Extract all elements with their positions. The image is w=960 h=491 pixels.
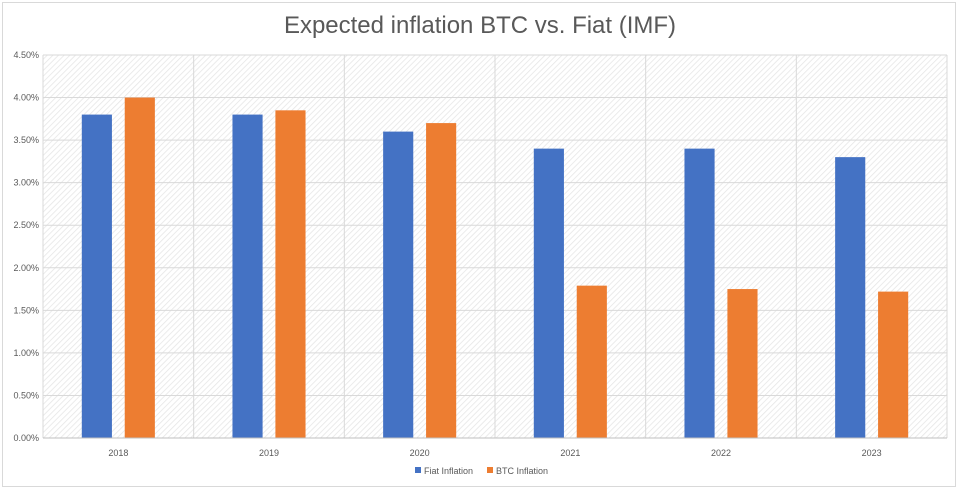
bar-fiat-inflation-2018 <box>81 114 112 439</box>
legend-swatch <box>415 467 421 473</box>
bar-btc-inflation-2018 <box>124 97 155 439</box>
x-tick-label: 2022 <box>711 448 731 458</box>
y-tick-label: 1.00% <box>13 348 39 358</box>
bar-fiat-inflation-2022 <box>684 148 715 438</box>
legend-label: BTC Inflation <box>496 466 548 476</box>
y-tick-label: 4.00% <box>13 93 39 103</box>
bars <box>81 97 909 439</box>
axes: 0.00% 0.50% 1.00% 1.50% 2.00% 2.50% 3.00% 3.50%… <box>13 50 947 458</box>
y-tick-label: 3.50% <box>13 135 39 145</box>
x-tick-label: 2023 <box>862 448 882 458</box>
y-tick-label: 1.50% <box>13 305 39 315</box>
bar-fiat-inflation-2023 <box>835 157 866 438</box>
chart-title: Expected inflation BTC vs. Fiat (IMF) <box>283 12 677 39</box>
y-tick-label: 0.50% <box>13 390 39 400</box>
bar-fiat-inflation-2019 <box>232 114 263 439</box>
x-tick-label: 2019 <box>259 448 279 458</box>
bar-btc-inflation-2019 <box>275 110 306 439</box>
bar-fiat-inflation-2021 <box>533 148 564 438</box>
bar-btc-inflation-2023 <box>878 291 909 438</box>
x-tick-label: 2021 <box>560 448 580 458</box>
bar-btc-inflation-2021 <box>576 285 607 438</box>
x-tick-label: 2020 <box>410 448 430 458</box>
bar-btc-inflation-2022 <box>727 289 758 438</box>
bar-fiat-inflation-2020 <box>383 131 414 438</box>
legend-label: Fiat Inflation <box>424 466 473 476</box>
bar-btc-inflation-2020 <box>426 123 457 438</box>
x-tick-label: 2018 <box>108 448 128 458</box>
y-tick-label: 2.50% <box>13 220 39 230</box>
y-tick-label: 2.00% <box>13 263 39 273</box>
y-tick-label: 4.50% <box>13 50 39 60</box>
legend-swatch <box>487 467 493 473</box>
legend: Fiat Inflation BTC Inflation <box>415 466 548 476</box>
y-tick-label: 0.00% <box>13 433 39 443</box>
y-tick-label: 3.00% <box>13 178 39 188</box>
